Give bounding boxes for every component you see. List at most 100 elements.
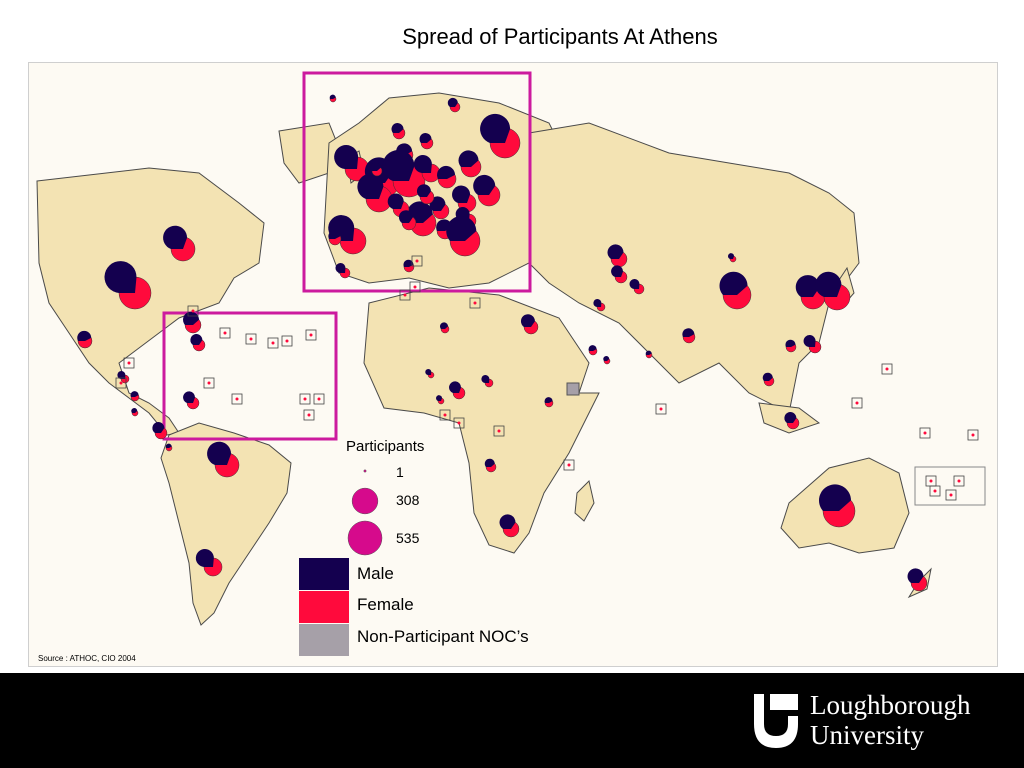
participant-pie-marker (190, 334, 206, 352)
small-noc-box-marker (411, 255, 423, 267)
small-noc-dot (923, 431, 927, 435)
pie-male-share (152, 422, 165, 433)
logo-text-line1: Loughborough (810, 690, 971, 720)
pie-male-share (785, 339, 796, 347)
pie-male-share (419, 133, 432, 143)
participant-pie-marker (398, 210, 417, 231)
participant-pie-marker (603, 356, 611, 365)
small-noc-box-marker (115, 377, 127, 389)
small-noc-dot (309, 333, 313, 337)
small-noc-dot (567, 463, 571, 467)
pie-male-share (190, 334, 203, 345)
pie-male-share (183, 311, 200, 325)
participant-pie-marker (117, 371, 130, 384)
legend-title: Participants (346, 438, 425, 455)
pie-male-share (629, 279, 640, 289)
participant-pie-marker (440, 322, 450, 334)
pie-male-share (183, 391, 196, 403)
small-noc-box-marker (123, 357, 135, 369)
madagascar-landmass (574, 480, 595, 522)
pie-male-share (413, 155, 432, 173)
pie-male-share (370, 162, 381, 171)
small-noc-box-marker (231, 393, 243, 405)
small-noc-dot (207, 381, 211, 385)
small-noc-dot (307, 413, 311, 417)
small-noc-dot (659, 407, 663, 411)
participant-pie-marker (719, 271, 752, 310)
participant-pie-marker (480, 113, 521, 159)
pie-male-share (762, 372, 773, 381)
small-noc-box-marker (563, 459, 575, 471)
participant-pie-marker (593, 299, 606, 312)
small-noc-dot (885, 367, 889, 371)
small-noc-box-marker (203, 377, 215, 389)
small-noc-dot (497, 429, 501, 433)
pie-male-share (795, 275, 820, 297)
small-noc-box-marker (493, 425, 505, 437)
legend-size-label-308: 308 (396, 492, 420, 508)
small-noc-dot (403, 293, 407, 297)
pie-male-share (328, 230, 341, 239)
small-noc-dot (285, 339, 289, 343)
pie-male-share (784, 412, 797, 423)
pie-male-share (163, 225, 188, 249)
small-noc-dot (443, 413, 447, 417)
pie-male-share (607, 244, 624, 259)
participant-pie-marker (391, 123, 406, 140)
small-noc-box-marker (655, 403, 667, 415)
pie-male-share (447, 97, 458, 107)
pie-male-share (449, 381, 462, 393)
small-noc-dot (933, 489, 937, 493)
world-map (28, 62, 998, 667)
participant-pie-marker (416, 184, 435, 205)
small-noc-dot (127, 361, 131, 365)
small-noc-dot (415, 259, 419, 263)
europe-inset-frame (162, 71, 532, 441)
pie-male-share (603, 356, 610, 361)
pie-male-share (335, 263, 346, 273)
pie-male-share (391, 123, 404, 133)
participant-pie-marker (183, 311, 202, 334)
participant-pie-marker (328, 215, 367, 255)
pie-male-share (588, 345, 597, 351)
participant-pie-marker (803, 335, 822, 354)
legend-size-label-535: 535 (396, 530, 420, 546)
small-noc-dot (971, 433, 975, 437)
pie-male-share (425, 369, 432, 375)
pie-male-share (481, 375, 490, 383)
small-noc-dot (317, 397, 321, 401)
pie-male-share (611, 265, 624, 277)
participant-pie-marker (473, 174, 501, 207)
participant-pie-marker (207, 441, 240, 478)
legend-size-circle (347, 520, 383, 556)
pie-male-share (544, 397, 553, 403)
size-legend (347, 469, 383, 556)
pie-male-share (117, 371, 126, 379)
small-noc-box-marker (967, 429, 979, 441)
pie-male-share (815, 271, 842, 297)
participant-pie-marker (815, 271, 851, 311)
participant-pie-marker (728, 253, 737, 263)
pie-male-share (207, 441, 232, 465)
participant-pie-marker (907, 568, 928, 592)
south-america-landmass (160, 422, 292, 626)
north-america-landmass (36, 167, 265, 436)
legend-non-participant-swatch (299, 624, 349, 656)
participant-pie-marker (588, 345, 598, 356)
participant-pie-marker (130, 391, 140, 402)
pie-male-share (416, 184, 431, 197)
pie-male-share (104, 261, 137, 293)
legend-size-circle (351, 487, 379, 515)
small-noc-box-marker (245, 333, 257, 345)
participant-pie-marker (195, 549, 223, 577)
pie-male-share (403, 259, 414, 267)
participant-pie-marker (682, 328, 696, 344)
participant-pie-marker (611, 265, 628, 284)
pie-male-share (452, 185, 471, 203)
participant-pie-marker (183, 391, 200, 410)
small-noc-dot (303, 397, 307, 401)
participant-pie-marker (819, 484, 856, 528)
participant-pie-marker (131, 408, 139, 417)
participant-pie-marker (785, 339, 797, 353)
small-noc-box-marker (953, 475, 965, 487)
